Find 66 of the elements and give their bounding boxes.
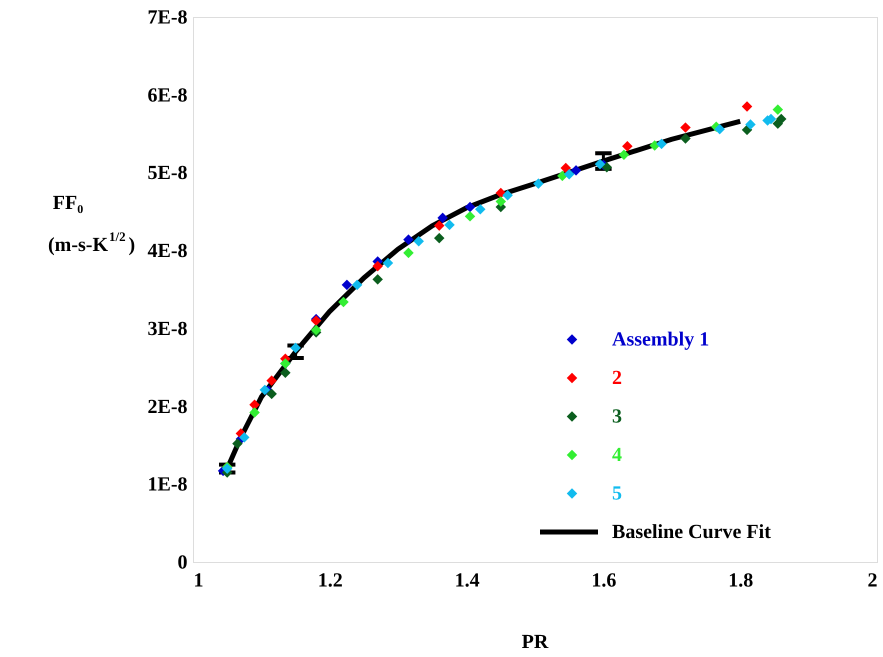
- point: [403, 248, 414, 258]
- x-tick-label: 1.4: [454, 570, 480, 592]
- point: [564, 169, 574, 180]
- x-tick-label: 1.6: [591, 570, 616, 592]
- point: [249, 407, 260, 418]
- point: [496, 196, 506, 207]
- point: [434, 220, 444, 231]
- legend-label: 4: [612, 444, 622, 466]
- legend-label: 5: [612, 482, 622, 504]
- point: [280, 368, 291, 378]
- point: [342, 280, 352, 290]
- point: [656, 138, 667, 150]
- point: [239, 432, 250, 443]
- legend-label: Assembly 1: [612, 328, 710, 350]
- x-tick-label: 2: [868, 570, 878, 592]
- y-tick-label: 2E-8: [148, 396, 188, 418]
- point: [570, 165, 582, 176]
- point: [260, 384, 270, 396]
- point: [714, 124, 725, 134]
- point: [372, 260, 383, 272]
- y-tick-label: 0: [178, 552, 188, 574]
- legend-label: 2: [612, 367, 622, 389]
- point: [602, 162, 612, 173]
- point: [444, 220, 455, 230]
- point: [310, 324, 322, 336]
- point: [232, 438, 243, 449]
- point: [249, 399, 260, 410]
- point: [475, 204, 486, 215]
- x-tick-label: 1.8: [728, 570, 754, 592]
- y-tick-label: 6E-8: [148, 84, 188, 106]
- y-tick-label: 3E-8: [148, 318, 188, 340]
- point: [680, 133, 691, 144]
- point: [437, 212, 448, 224]
- point: [413, 236, 424, 246]
- point: [266, 375, 277, 386]
- point: [352, 280, 362, 290]
- point: [372, 274, 383, 285]
- point: [560, 162, 572, 174]
- point: [742, 101, 752, 112]
- point: [464, 202, 476, 212]
- legend-label: Baseline Curve Fit: [612, 521, 772, 543]
- point: [594, 158, 606, 170]
- point: [502, 190, 513, 201]
- point: [266, 388, 277, 400]
- point: [403, 234, 414, 245]
- point: [776, 114, 786, 124]
- point: [533, 178, 544, 189]
- point: [290, 342, 301, 354]
- point: [434, 232, 444, 244]
- y-tick-label: 4E-8: [148, 240, 188, 262]
- y-tick-label: 5E-8: [148, 162, 188, 184]
- point: [618, 150, 630, 160]
- point: [622, 141, 633, 152]
- point: [557, 170, 568, 182]
- y-tick-label: 7E-8: [148, 6, 188, 28]
- point: [464, 211, 476, 222]
- x-tick-label: 1: [194, 570, 204, 592]
- point: [680, 122, 691, 133]
- x-tick-label: 1.2: [318, 570, 343, 592]
- y-tick-label: 1E-8: [148, 474, 188, 496]
- point: [338, 296, 349, 308]
- legend-label: 3: [612, 406, 622, 428]
- point: [745, 119, 756, 130]
- point: [382, 258, 394, 268]
- point: [772, 104, 784, 115]
- x-axis-title: PR: [522, 631, 549, 653]
